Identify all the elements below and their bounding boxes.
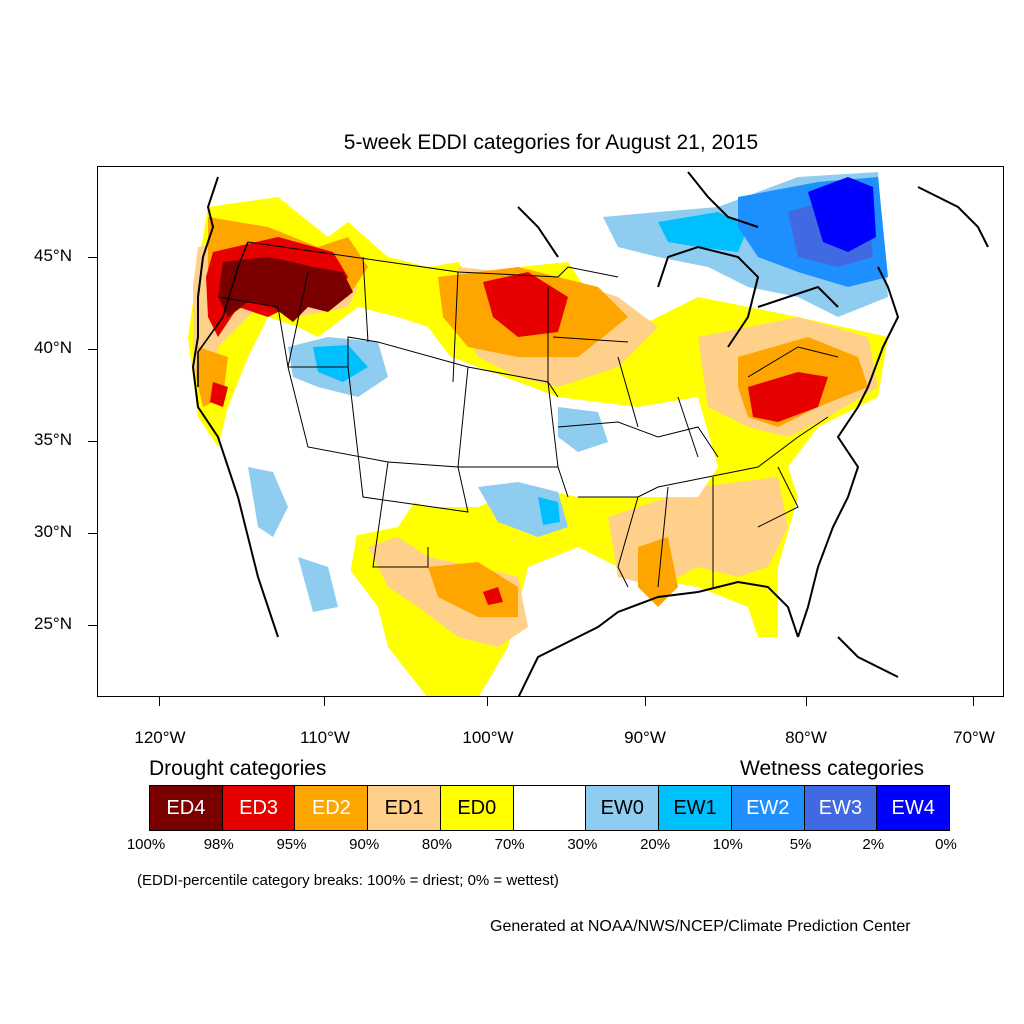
legend-box: ED1 bbox=[367, 785, 441, 831]
percentile-break-label: 5% bbox=[789, 836, 812, 853]
eddi-fill-regions bbox=[188, 172, 888, 696]
legend-box: EW2 bbox=[730, 785, 805, 831]
legend-box: ED3 bbox=[221, 785, 296, 831]
legend-box: ED0 bbox=[439, 785, 514, 831]
boundary-lines bbox=[197, 241, 839, 588]
y-tick-label: 25°N bbox=[34, 614, 72, 633]
x-tick-label: 80°W bbox=[785, 728, 827, 747]
map-title: 5-week EDDI categories for August 21, 20… bbox=[343, 131, 759, 154]
x-tick-mark bbox=[487, 697, 488, 706]
percentile-break-label: 90% bbox=[349, 836, 380, 853]
legend-box: EW4 bbox=[876, 785, 951, 831]
legend-box bbox=[512, 785, 587, 831]
map-canvas bbox=[188, 171, 989, 696]
x-tick-mark bbox=[324, 697, 325, 706]
category-note: (EDDI-percentile category breaks: 100% =… bbox=[137, 872, 559, 889]
legend-box: EW3 bbox=[803, 785, 878, 831]
y-tick-mark bbox=[88, 257, 97, 258]
drought-categories-heading: Drought categories bbox=[149, 757, 327, 780]
legend-box: ED4 bbox=[149, 785, 223, 831]
legend-box: EW0 bbox=[585, 785, 660, 831]
x-tick-label: 120°W bbox=[134, 728, 186, 747]
x-tick-mark bbox=[806, 697, 807, 706]
y-tick-label: 30°N bbox=[34, 522, 72, 541]
percentile-break-label: 80% bbox=[421, 836, 452, 853]
percentile-break-label: 20% bbox=[640, 836, 671, 853]
x-tick-label: 70°W bbox=[953, 728, 995, 747]
y-tick-mark bbox=[88, 441, 97, 442]
y-tick-mark bbox=[88, 533, 97, 534]
x-tick-mark bbox=[973, 697, 974, 706]
y-tick-label: 45°N bbox=[34, 246, 72, 265]
credit-line: Generated at NOAA/NWS/NCEP/Climate Predi… bbox=[490, 918, 911, 935]
wetness-categories-heading: Wetness categories bbox=[740, 757, 925, 780]
x-tick-mark bbox=[159, 697, 160, 706]
y-tick-mark bbox=[88, 349, 97, 350]
percentile-break-label: 0% bbox=[935, 836, 957, 853]
percentile-break-label: 10% bbox=[712, 836, 743, 853]
percentile-break-label: 98% bbox=[203, 836, 234, 853]
percentile-break-label: 2% bbox=[862, 836, 885, 853]
y-tick-label: 35°N bbox=[34, 430, 72, 449]
percentile-break-label: 70% bbox=[494, 836, 525, 853]
category-legend: ED4 ED3 ED2 ED1 ED0 EW0 EW1 EW2 EW3 EW4 bbox=[149, 785, 951, 831]
percentile-break-label: 100% bbox=[126, 836, 166, 853]
x-tick-mark bbox=[645, 697, 646, 706]
coastlines bbox=[191, 171, 989, 696]
y-tick-label: 40°N bbox=[34, 338, 72, 357]
x-tick-label: 100°W bbox=[462, 728, 514, 747]
percentile-break-label: 30% bbox=[567, 836, 598, 853]
percentile-break-label: 95% bbox=[276, 836, 307, 853]
x-tick-label: 110°W bbox=[300, 728, 350, 747]
legend-box: ED2 bbox=[294, 785, 369, 831]
eddi-map bbox=[97, 166, 1004, 697]
x-tick-label: 90°W bbox=[624, 728, 666, 747]
legend-box: EW1 bbox=[658, 785, 732, 831]
y-tick-mark bbox=[88, 625, 97, 626]
